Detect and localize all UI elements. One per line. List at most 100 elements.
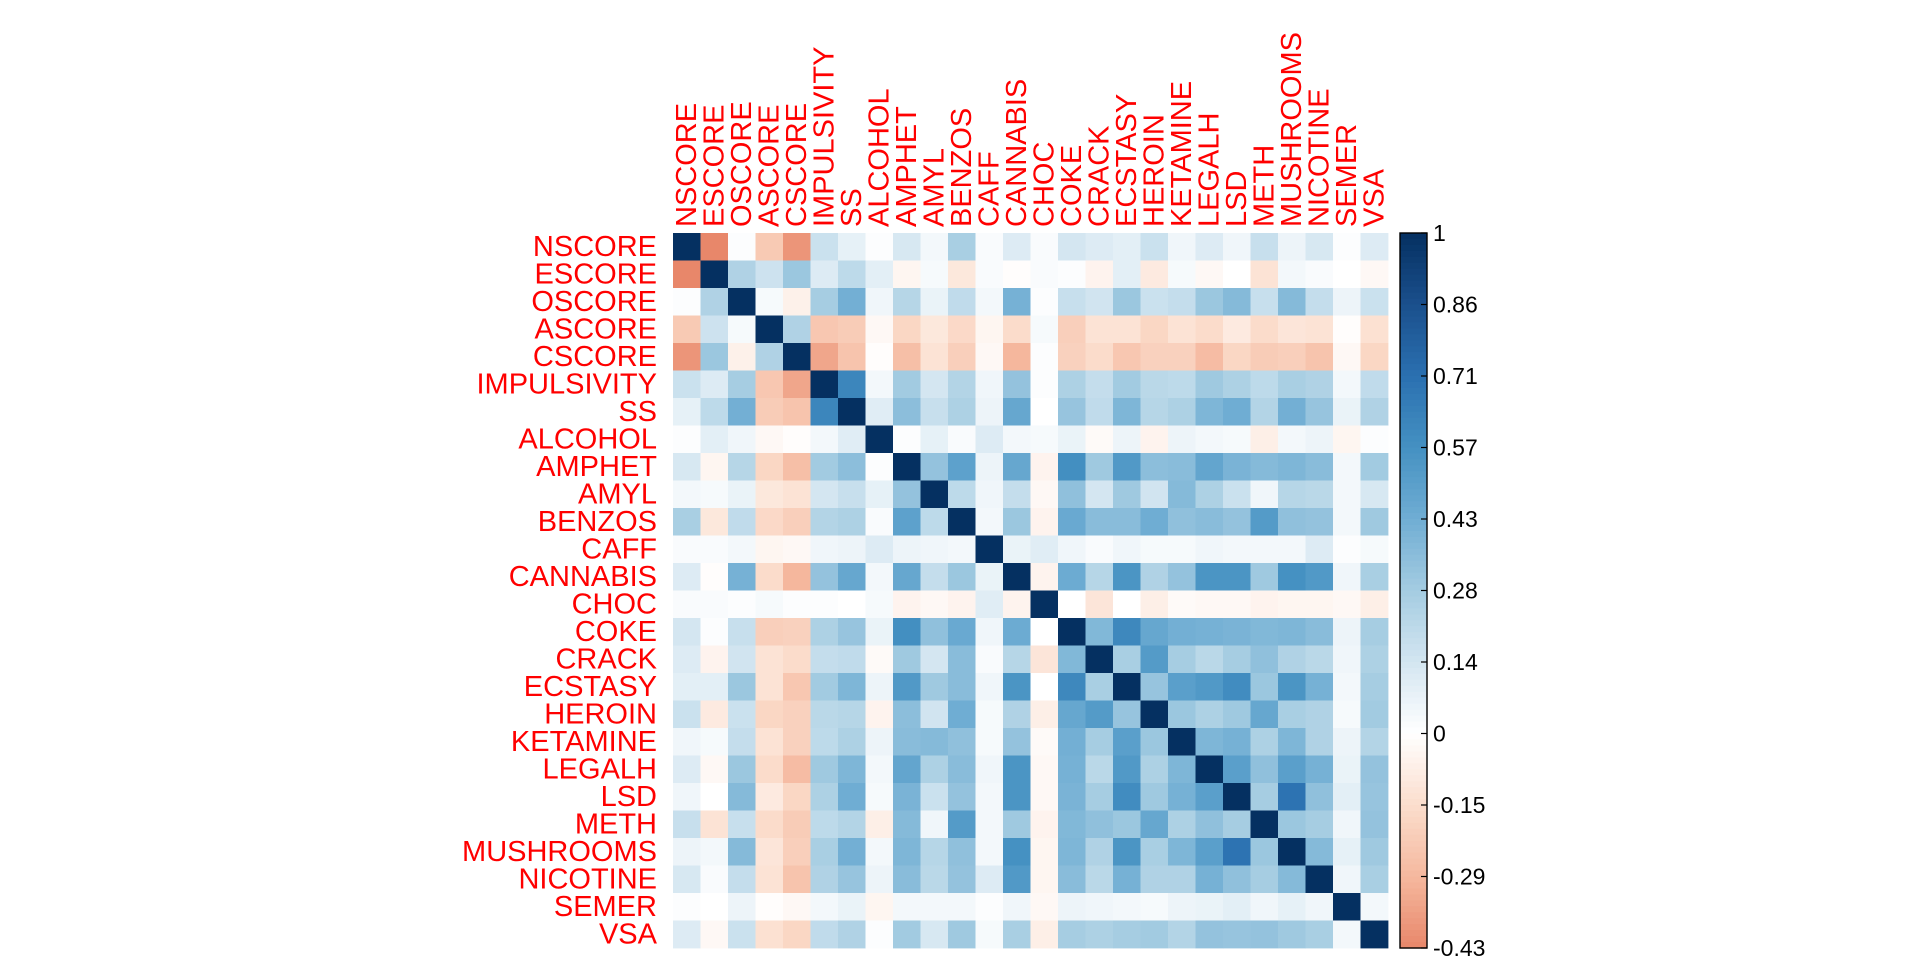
- row-label-amyl: AMYL: [578, 478, 657, 510]
- heatmap-cell-amyl-amphet: [893, 480, 921, 509]
- colorbar-segment: [1400, 888, 1427, 895]
- heatmap-cell-crack-heroin: [1140, 645, 1169, 674]
- heatmap-cell-lsd-coke: [1058, 783, 1086, 811]
- heatmap-cell-benzos-cscore: [783, 508, 811, 536]
- column-label-amphet: AMPHET: [891, 106, 923, 227]
- heatmap-cell-choc-legalh: [1195, 590, 1224, 619]
- heatmap-cell-mushrooms-lsd: [1223, 838, 1251, 866]
- heatmap-cell-amphet-amphet: [893, 453, 921, 481]
- heatmap-cell-semer-mushrooms: [1278, 893, 1306, 921]
- heatmap-cell-choc-caff: [975, 590, 1004, 619]
- heatmap-cell-cannabis-heroin: [1140, 563, 1169, 591]
- colorbar-segment: [1400, 739, 1427, 747]
- heatmap-cell-caff-crack: [1085, 535, 1114, 564]
- heatmap-cell-nicotine-coke: [1058, 865, 1086, 894]
- heatmap-cell-choc-ss: [838, 590, 866, 619]
- heatmap-cell-semer-vsa: [1360, 893, 1389, 921]
- colorbar-segment: [1400, 411, 1427, 419]
- heatmap-cell-lsd-heroin: [1140, 783, 1169, 811]
- heatmap-cell-lsd-ecstasy: [1113, 783, 1141, 811]
- heatmap-cell-coke-ecstasy: [1113, 618, 1141, 646]
- heatmap-cell-legalh-heroin: [1140, 755, 1169, 784]
- colorbar-segment: [1400, 453, 1427, 461]
- heatmap-cell-ss-heroin: [1140, 398, 1169, 426]
- heatmap-cell-cscore-choc: [1030, 343, 1059, 371]
- heatmap-cell-ss-nscore: [673, 398, 701, 426]
- column-label-escore: ESCORE: [698, 105, 730, 227]
- column-label-heroin: HEROIN: [1138, 114, 1170, 227]
- heatmap-cell-benzos-amphet: [893, 508, 921, 536]
- heatmap-cell-alcohol-cannabis: [1003, 425, 1031, 454]
- heatmap-cell-cannabis-coke: [1058, 563, 1086, 591]
- heatmap-cell-heroin-escore: [700, 700, 729, 729]
- heatmap-cell-escore-amphet: [893, 260, 921, 289]
- heatmap-cell-crack-mushrooms: [1278, 645, 1306, 674]
- heatmap-cell-impulsivity-escore: [700, 370, 729, 399]
- heatmap-cell-semer-alcohol: [865, 893, 894, 921]
- heatmap-cell-impulsivity-oscore: [728, 370, 756, 399]
- heatmap-cell-nscore-ecstasy: [1113, 233, 1141, 261]
- heatmap-cell-caff-semer: [1333, 535, 1361, 564]
- heatmap-cell-escore-ketamine: [1168, 260, 1196, 289]
- heatmap-cell-choc-crack: [1085, 590, 1114, 619]
- heatmap-cell-benzos-ecstasy: [1113, 508, 1141, 536]
- colorbar-segment: [1400, 638, 1427, 645]
- heatmap-cell-choc-ecstasy: [1113, 590, 1141, 619]
- heatmap-cell-coke-semer: [1333, 618, 1361, 646]
- heatmap-cell-nscore-nscore: [673, 233, 701, 261]
- colorbar-segment: [1400, 781, 1427, 788]
- column-labels: NSCOREESCOREOSCOREASCORECSCOREIMPULSIVIT…: [671, 32, 1391, 227]
- heatmap-cell-nicotine-crack: [1085, 865, 1114, 894]
- column-label-cscore: CSCORE: [781, 103, 813, 227]
- heatmap-cell-legalh-caff: [975, 755, 1004, 784]
- heatmap-cell-choc-ketamine: [1168, 590, 1196, 619]
- heatmap-cell-coke-nicotine: [1305, 618, 1334, 646]
- column-label-ss: SS: [836, 188, 868, 227]
- heatmap-cell-heroin-cannabis: [1003, 700, 1031, 729]
- heatmap-cell-legalh-ecstasy: [1113, 755, 1141, 784]
- row-label-cannabis: CANNABIS: [509, 561, 657, 593]
- heatmap-cell-ecstasy-ecstasy: [1113, 673, 1141, 701]
- heatmap-cell-ecstasy-nscore: [673, 673, 701, 701]
- heatmap-cell-cscore-crack: [1085, 343, 1114, 371]
- heatmap-cell-nscore-lsd: [1223, 233, 1251, 261]
- heatmap-cell-cannabis-ketamine: [1168, 563, 1196, 591]
- heatmap-cell-meth-amphet: [893, 810, 921, 839]
- row-label-heroin: HEROIN: [544, 698, 657, 730]
- heatmap-cell-choc-coke: [1058, 590, 1086, 619]
- heatmap-cell-amyl-alcohol: [865, 480, 894, 509]
- heatmap-cell-mushrooms-ascore: [755, 838, 784, 866]
- heatmap-cell-heroin-lsd: [1223, 700, 1251, 729]
- row-label-legalh: LEGALH: [543, 753, 657, 785]
- heatmap-cell-semer-choc: [1030, 893, 1059, 921]
- heatmap-cell-semer-heroin: [1140, 893, 1169, 921]
- heatmap-cell-ss-lsd: [1223, 398, 1251, 426]
- heatmap-cell-nicotine-amphet: [893, 865, 921, 894]
- heatmap-cell-oscore-choc: [1030, 288, 1059, 316]
- heatmap-cell-ketamine-lsd: [1223, 728, 1251, 756]
- heatmap-cell-cscore-caff: [975, 343, 1004, 371]
- heatmap-cell-lsd-ss: [838, 783, 866, 811]
- heatmap-cell-lsd-nicotine: [1305, 783, 1334, 811]
- heatmap-cell-nscore-meth: [1250, 233, 1279, 261]
- heatmap-cell-ketamine-meth: [1250, 728, 1279, 756]
- heatmap-cell-meth-ss: [838, 810, 866, 839]
- heatmap-cell-heroin-ascore: [755, 700, 784, 729]
- heatmap-cell-meth-amyl: [920, 810, 949, 839]
- heatmap-cell-semer-cscore: [783, 893, 811, 921]
- heatmap-cell-caff-vsa: [1360, 535, 1389, 564]
- heatmap-cell-legalh-oscore: [728, 755, 756, 784]
- heatmap-cell-ketamine-nscore: [673, 728, 701, 756]
- heatmap-cell-amyl-nscore: [673, 480, 701, 509]
- heatmap-cell-ascore-crack: [1085, 315, 1114, 344]
- colorbar-segment: [1400, 828, 1427, 836]
- colorbar-tick-label: 0.14: [1433, 649, 1478, 675]
- colorbar-segment: [1400, 590, 1427, 598]
- heatmap-cell-cscore-meth: [1250, 343, 1279, 371]
- colorbar-segment: [1400, 340, 1427, 347]
- heatmap-cell-heroin-coke: [1058, 700, 1086, 729]
- heatmap-cell-legalh-semer: [1333, 755, 1361, 784]
- colorbar-segment: [1400, 519, 1427, 526]
- heatmap-cell-amyl-amyl: [920, 480, 949, 509]
- heatmap-cell-ss-escore: [700, 398, 729, 426]
